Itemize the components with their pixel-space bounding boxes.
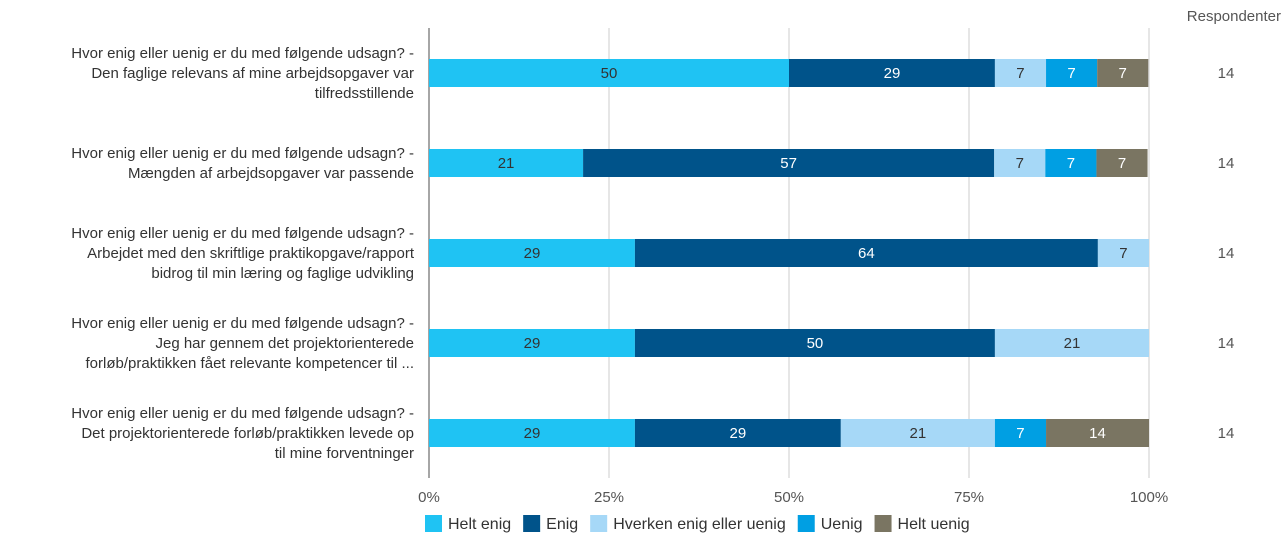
legend-swatch bbox=[425, 515, 442, 532]
respondent-count: 14 bbox=[1218, 425, 1235, 442]
bar-segment bbox=[429, 239, 635, 267]
data-label: 29 bbox=[730, 425, 747, 442]
data-label: 7 bbox=[1118, 155, 1126, 172]
data-label: 7 bbox=[1067, 155, 1075, 172]
legend-label: Helt uenig bbox=[898, 516, 970, 533]
legend-swatch bbox=[590, 515, 608, 532]
bar-segment bbox=[994, 149, 1046, 177]
bar-segment bbox=[1097, 59, 1149, 87]
x-axis-ticks: 0% 25% 50% 75% 100% bbox=[418, 489, 1168, 506]
data-label: 7 bbox=[1016, 155, 1024, 172]
bar-segment bbox=[840, 419, 995, 447]
bar-segment bbox=[1046, 419, 1149, 447]
bar-segment bbox=[1045, 149, 1097, 177]
bar-segment bbox=[583, 149, 995, 177]
data-label: 29 bbox=[524, 335, 541, 352]
bar-segment bbox=[1046, 59, 1098, 87]
legend-label: Uenig bbox=[821, 516, 863, 533]
data-label: 21 bbox=[910, 425, 927, 442]
respondent-count: 14 bbox=[1218, 245, 1235, 262]
data-label: 14 bbox=[1089, 425, 1106, 442]
x-tick-label: 100% bbox=[1130, 489, 1168, 506]
legend-label: Hverken enig eller uenig bbox=[613, 516, 786, 533]
data-label: 50 bbox=[807, 335, 824, 352]
bar-segment bbox=[429, 59, 789, 87]
category-labels: Hvor enig eller uenig er du med følgende… bbox=[71, 45, 415, 462]
category-label: bidrog til min læring og faglige udvikli… bbox=[151, 265, 414, 282]
category-label: Hvor enig eller uenig er du med følgende… bbox=[71, 45, 414, 62]
legend-label: Helt enig bbox=[448, 516, 511, 533]
respondent-count: 14 bbox=[1218, 335, 1235, 352]
bar-segment bbox=[429, 329, 635, 357]
bar-segment bbox=[634, 419, 841, 447]
bar-segment bbox=[994, 59, 1047, 87]
x-tick-label: 25% bbox=[594, 489, 624, 506]
x-tick-label: 50% bbox=[774, 489, 804, 506]
respondents-header: Respondenter bbox=[1187, 8, 1281, 25]
category-label: Hvor enig eller uenig er du med følgende… bbox=[71, 315, 414, 332]
legend-swatch bbox=[874, 515, 892, 532]
data-label: 50 bbox=[601, 65, 618, 82]
bar-segment bbox=[429, 149, 584, 177]
category-label: Den faglige relevans af mine arbejdsopga… bbox=[91, 65, 414, 82]
x-tick-label: 75% bbox=[954, 489, 984, 506]
legend-swatch bbox=[523, 515, 541, 532]
category-label: Hvor enig eller uenig er du med følgende… bbox=[71, 225, 414, 242]
x-tick-label: 0% bbox=[418, 489, 440, 506]
category-label: Arbejdet med den skriftlige praktikopgav… bbox=[87, 245, 415, 262]
bar-segment bbox=[429, 419, 635, 447]
data-label: 7 bbox=[1016, 65, 1024, 82]
bar-segment bbox=[1096, 149, 1148, 177]
respondent-count: 14 bbox=[1218, 155, 1235, 172]
category-label: Hvor enig eller uenig er du med følgende… bbox=[71, 405, 414, 422]
data-label: 29 bbox=[524, 425, 541, 442]
data-label: 7 bbox=[1016, 425, 1024, 442]
category-label: Mængden af arbejdsopgaver var passende bbox=[128, 165, 414, 182]
category-label: Hvor enig eller uenig er du med følgende… bbox=[71, 145, 414, 162]
data-label: 7 bbox=[1067, 65, 1075, 82]
bar-segment bbox=[634, 329, 995, 357]
respondent-count: 14 bbox=[1218, 65, 1235, 82]
respondent-counts: 14 14 14 14 14 bbox=[1218, 65, 1235, 442]
data-label: 29 bbox=[884, 65, 901, 82]
data-label: 7 bbox=[1119, 65, 1127, 82]
data-label: 57 bbox=[780, 155, 797, 172]
data-label: 7 bbox=[1119, 245, 1127, 262]
bar-segment bbox=[634, 239, 1098, 267]
legend: Helt enig Enig Hverken enig eller uenig Uen… bbox=[425, 515, 970, 533]
legend-label: Enig bbox=[546, 516, 578, 533]
data-label: 64 bbox=[858, 245, 875, 262]
data-label: 21 bbox=[498, 155, 515, 172]
category-label: til mine forventninger bbox=[275, 445, 414, 462]
data-label: 29 bbox=[524, 245, 541, 262]
category-label: forløb/praktikken fået relevante kompete… bbox=[86, 355, 414, 372]
bar-segment bbox=[994, 419, 1047, 447]
legend-swatch bbox=[797, 515, 815, 532]
category-label: Jeg har gennem det projektorienterede bbox=[155, 335, 414, 352]
bar-segment bbox=[994, 329, 1149, 357]
data-label: 21 bbox=[1064, 335, 1081, 352]
category-label: Det projektorienterede forløb/praktikken… bbox=[81, 425, 414, 442]
bar-segment bbox=[1097, 239, 1149, 267]
bar-segment bbox=[789, 59, 995, 87]
bars: 50 29 7 7 7 21 57 7 7 7 29 64 7 29 50 21 29 29 21 7 14 bbox=[429, 59, 1149, 447]
category-label: tilfredsstillende bbox=[315, 85, 414, 102]
